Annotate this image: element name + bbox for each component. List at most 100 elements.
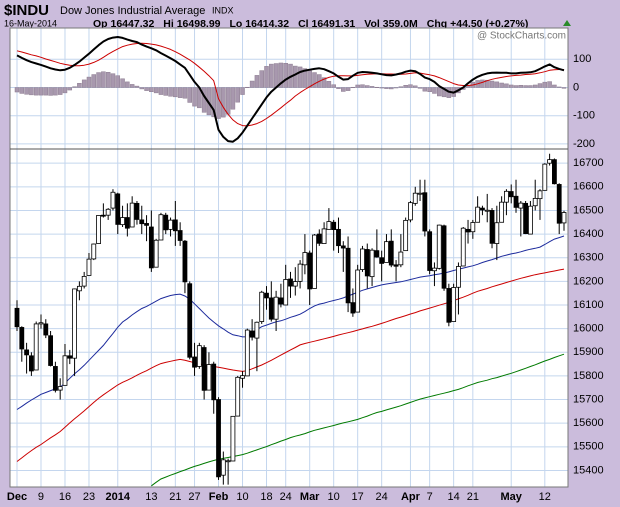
candle-body xyxy=(129,202,135,228)
candle-body xyxy=(187,283,193,358)
candle-body xyxy=(273,296,279,320)
quote-item: Vol 359.0M xyxy=(364,18,418,30)
histogram-bar xyxy=(441,87,447,98)
histogram-bar xyxy=(67,87,73,91)
histogram-bar xyxy=(240,87,245,95)
histogram-bar xyxy=(513,85,519,88)
candle-body xyxy=(216,399,221,478)
candle-body xyxy=(465,228,471,233)
histogram-bar xyxy=(48,87,53,96)
histogram-bar xyxy=(187,87,192,103)
candle-body xyxy=(340,245,346,249)
quote-line: Op 16447.32 Hi 16498.99 Lo 16414.32 Cl 1649… xyxy=(93,18,528,30)
x-tick-label: 12 xyxy=(539,491,551,503)
candle-body xyxy=(172,219,178,232)
histogram-bar xyxy=(43,87,49,96)
histogram-bar xyxy=(542,81,548,88)
indicator-line xyxy=(16,42,564,127)
y-tick-label: 16500 xyxy=(573,204,604,216)
histogram-bar xyxy=(225,87,231,115)
candle-body xyxy=(451,287,457,322)
quote-item: Chg +44.50 (+0.27%) xyxy=(427,18,529,30)
y-tick-label: 16300 xyxy=(573,252,604,264)
candle-body xyxy=(28,355,34,372)
histogram-bar xyxy=(57,87,63,95)
candle-body xyxy=(81,275,87,287)
histogram-bar xyxy=(91,74,97,88)
histogram-bar xyxy=(393,87,399,89)
histogram-bar xyxy=(125,81,130,88)
histogram-bar xyxy=(537,83,543,88)
candle-body xyxy=(350,302,356,314)
candle-body xyxy=(33,323,39,371)
candle-body xyxy=(384,241,389,263)
y-tick-label: 16700 xyxy=(573,157,604,169)
histogram-bar xyxy=(504,83,509,88)
candle-body xyxy=(412,192,418,204)
candle-body xyxy=(105,208,111,216)
histogram-bar xyxy=(307,70,312,88)
quote-item: Op 16447.32 xyxy=(93,18,154,30)
candle-body xyxy=(288,278,293,287)
candle-body xyxy=(249,330,255,338)
quote-item: Cl 16491.31 xyxy=(298,18,355,30)
x-tick-label: 10 xyxy=(236,491,248,503)
candle-body xyxy=(499,201,505,223)
y-tick-label: 16400 xyxy=(573,228,604,240)
histogram-bar xyxy=(278,62,284,88)
exchange: INDX xyxy=(212,5,234,15)
histogram-bar xyxy=(158,87,164,95)
y-tick-label: -100 xyxy=(573,110,595,122)
candle-body xyxy=(456,266,461,288)
y-tick-label: 16600 xyxy=(573,181,604,193)
histogram-bar xyxy=(245,86,250,88)
histogram-bar xyxy=(38,87,44,96)
candle-body xyxy=(292,281,298,287)
indicator-line xyxy=(16,36,565,143)
x-tick-label: 23 xyxy=(83,491,95,503)
histogram-bar xyxy=(379,87,384,89)
candle-body xyxy=(206,364,212,391)
histogram-bar xyxy=(480,79,485,88)
histogram-bar xyxy=(221,87,226,118)
candle-body xyxy=(489,210,495,244)
candle-body xyxy=(441,225,447,289)
y-tick-label: 15700 xyxy=(573,393,604,405)
candle-body xyxy=(393,264,399,267)
x-tick-label: 21 xyxy=(169,491,181,503)
candle-body xyxy=(321,228,327,244)
histogram-bar xyxy=(72,86,77,88)
histogram-bar xyxy=(163,87,168,96)
candle-body xyxy=(19,327,25,350)
candle-body xyxy=(62,355,68,386)
candle-body xyxy=(168,219,173,230)
candle-body xyxy=(316,233,322,244)
x-tick-label: 7 xyxy=(427,491,433,503)
y-tick-label: 15800 xyxy=(573,370,604,382)
candle-body xyxy=(302,252,308,266)
y-tick-label: 15400 xyxy=(573,464,604,476)
histogram-bar xyxy=(532,84,538,88)
histogram-bar xyxy=(230,87,236,110)
security-name: Dow Jones Industrial Average xyxy=(60,5,205,17)
candle-body xyxy=(513,195,519,208)
watermark: @ StockCharts.com xyxy=(477,31,566,42)
histogram-bar xyxy=(499,82,504,88)
histogram-bar xyxy=(182,87,188,99)
histogram-bar xyxy=(389,87,394,90)
candle-body xyxy=(86,258,92,276)
y-tick-label: 15900 xyxy=(573,346,604,358)
histogram-bar xyxy=(489,80,495,88)
histogram-bar xyxy=(283,63,288,88)
moving-average xyxy=(16,235,565,410)
histogram-bar xyxy=(33,87,39,96)
y-tick-label: 16200 xyxy=(573,275,604,287)
x-tick-label: 18 xyxy=(260,491,272,503)
candle-body xyxy=(417,192,423,195)
candle-body xyxy=(52,366,58,391)
candle-body xyxy=(369,249,375,278)
up-arrow xyxy=(563,20,571,26)
quote-item: Hi 16498.99 xyxy=(163,18,220,30)
candle-body xyxy=(360,248,365,270)
